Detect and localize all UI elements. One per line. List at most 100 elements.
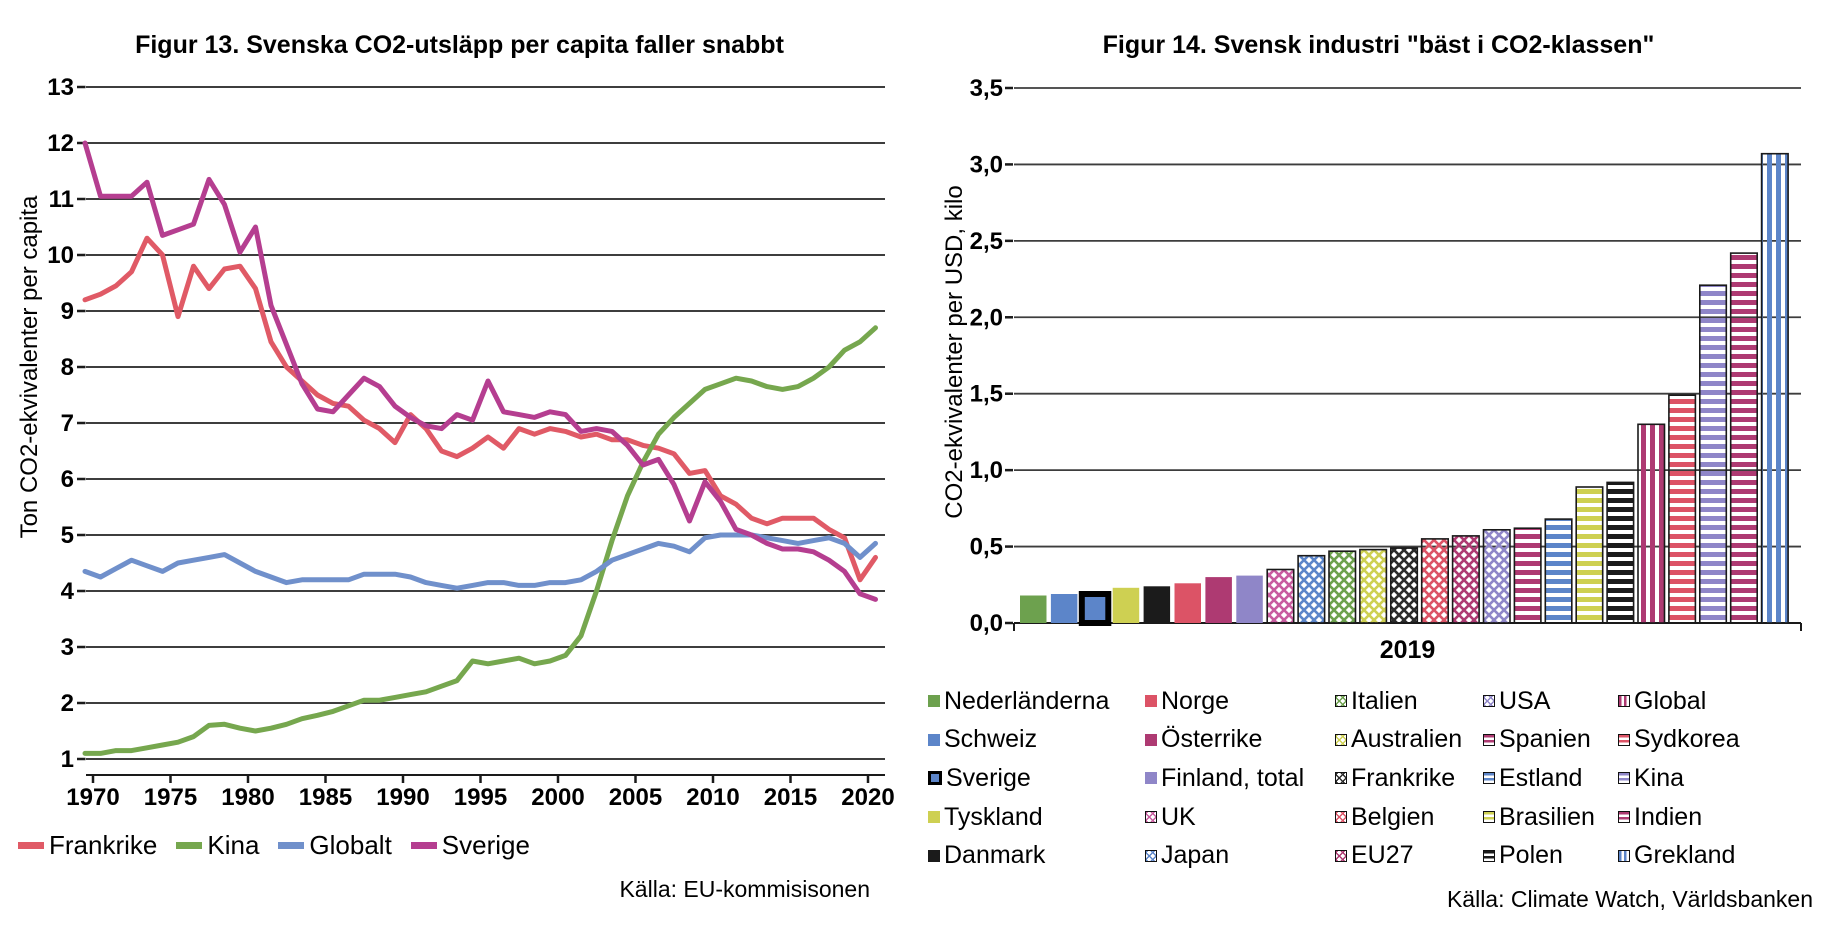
figur14-bar-chart: 0,0 0,5 1,0 1,5 2,0 2,5 3,0 3,5 2019 (970, 75, 1802, 664)
svg-text:2010: 2010 (686, 784, 739, 811)
legend-item-usa: USA (1483, 687, 1618, 716)
svg-text:3,0: 3,0 (970, 151, 1003, 178)
figur14-source: Källa: Climate Watch, Världsbanken (1446, 886, 1813, 912)
legend-label: Indien (1634, 802, 1703, 831)
legend-swatch (1483, 849, 1495, 862)
bar-global (1637, 423, 1666, 624)
legend-label: Belgien (1351, 802, 1435, 831)
bar-frankrike (1389, 547, 1419, 624)
legend-swatch (1618, 772, 1630, 785)
axis-tick-labels: 0,0 0,5 1,0 1,5 2,0 2,5 3,0 3,5 (970, 75, 1003, 637)
legend-swatch (1618, 849, 1630, 862)
svg-text:4: 4 (61, 578, 75, 605)
svg-text:12: 12 (47, 130, 74, 157)
legend-item-sydkorea: Sydkorea (1618, 725, 1818, 754)
bar-kina (1698, 284, 1728, 624)
bar-estland (1544, 518, 1573, 624)
bar-eu27 (1451, 535, 1480, 624)
legend-swatch (928, 811, 940, 824)
svg-text:2: 2 (61, 690, 74, 717)
bar-polen (1606, 481, 1635, 624)
svg-text:1,0: 1,0 (970, 457, 1003, 484)
legend-swatch (1145, 733, 1157, 746)
legend-line-swatch (410, 842, 437, 849)
legend-item-sverige: Sverige (410, 830, 530, 861)
svg-text:1,5: 1,5 (970, 381, 1003, 408)
legend-swatch (1483, 695, 1495, 708)
legend-label: Estland (1499, 763, 1583, 792)
bar-finland-total (1236, 575, 1263, 623)
legend-item-finland-total: Finland, total (1145, 764, 1335, 793)
bar-australien (1359, 548, 1388, 624)
legend-item-australien: Australien (1335, 725, 1483, 754)
legend-label: Sverige (946, 763, 1031, 792)
legend-label: Japan (1161, 841, 1230, 870)
legend-swatch (1335, 772, 1347, 785)
legend-label: Frankrike (49, 830, 158, 860)
svg-text:7: 7 (61, 410, 74, 437)
legend-item-frankrike: Frankrike (18, 830, 157, 861)
legend-swatch (1618, 695, 1630, 708)
legend-swatch (1145, 811, 1157, 824)
legend-item-tyskland: Tyskland (928, 803, 1145, 832)
bar-italien (1328, 550, 1357, 624)
bar-uk (1266, 568, 1295, 624)
legend-label: Frankrike (1351, 763, 1456, 792)
svg-text:3,5: 3,5 (970, 75, 1003, 102)
svg-text:1975: 1975 (144, 784, 197, 811)
figur14-legend: Nederländerna Schweiz Sverige Tyskland Danma… (928, 682, 1828, 875)
legend-swatch (1618, 811, 1630, 824)
bar-usa (1482, 528, 1511, 624)
bar-spanien (1513, 527, 1542, 624)
svg-text:0,5: 0,5 (970, 534, 1003, 561)
legend-line-swatch (278, 842, 305, 849)
figur14-title: Figur 14. Svensk industri "bäst i CO2-kl… (1102, 30, 1655, 59)
legend-item-indien: Indien (1618, 803, 1818, 832)
svg-text:2,0: 2,0 (970, 304, 1003, 331)
svg-text:2,5: 2,5 (970, 228, 1003, 255)
figur13-panel: Figur 13. Svenska CO2-utsläpp per capita… (16, 31, 895, 902)
line-sverige (82, 140, 878, 602)
legend-item-kina: Kina (176, 830, 259, 861)
legend-item-danmark: Danmark (928, 841, 1145, 870)
svg-text:1985: 1985 (299, 784, 352, 811)
bar-japan (1297, 554, 1326, 624)
legend-line-swatch (18, 842, 44, 849)
legend-label: Grekland (1634, 841, 1736, 870)
svg-text:1995: 1995 (454, 784, 507, 811)
svg-text:2005: 2005 (609, 784, 662, 811)
legend-item-schweiz: Schweiz (928, 725, 1145, 754)
legend-swatch (1335, 733, 1347, 746)
legend-swatch (1145, 772, 1157, 785)
legend-item-globalt: Globalt (278, 830, 392, 861)
legend-label: Nederländerna (944, 686, 1110, 715)
svg-text:2015: 2015 (764, 784, 817, 811)
svg-text:13: 13 (47, 74, 74, 101)
legend-item-grekland: Grekland (1618, 841, 1818, 870)
legend-label: Brasilien (1499, 802, 1595, 831)
legend-swatch (1483, 811, 1495, 824)
legend-swatch (1618, 733, 1630, 746)
bar-nederl-nderna (1020, 595, 1047, 623)
line-frankrike (82, 235, 878, 583)
legend-item-kina: Kina (1618, 764, 1818, 793)
bar-tyskland (1112, 587, 1140, 623)
bar-sverige (1078, 591, 1112, 626)
bar-danmark (1143, 586, 1171, 623)
legend-label: Spanien (1499, 725, 1591, 754)
svg-text:2020: 2020 (841, 784, 894, 811)
legend-label: Sydkorea (1634, 725, 1740, 754)
svg-text:1: 1 (61, 746, 74, 773)
legend-item--sterrike: Österrike (1145, 725, 1335, 754)
legend-label: Kina (207, 830, 260, 860)
svg-text:10: 10 (47, 242, 74, 269)
series-lines (82, 140, 878, 756)
gridlines (86, 86, 885, 760)
legend-line-swatch (176, 842, 203, 849)
bar-schweiz (1050, 594, 1078, 623)
svg-text:3: 3 (61, 634, 74, 661)
legend-item-global: Global (1618, 687, 1818, 716)
legend-label: UK (1161, 802, 1196, 831)
